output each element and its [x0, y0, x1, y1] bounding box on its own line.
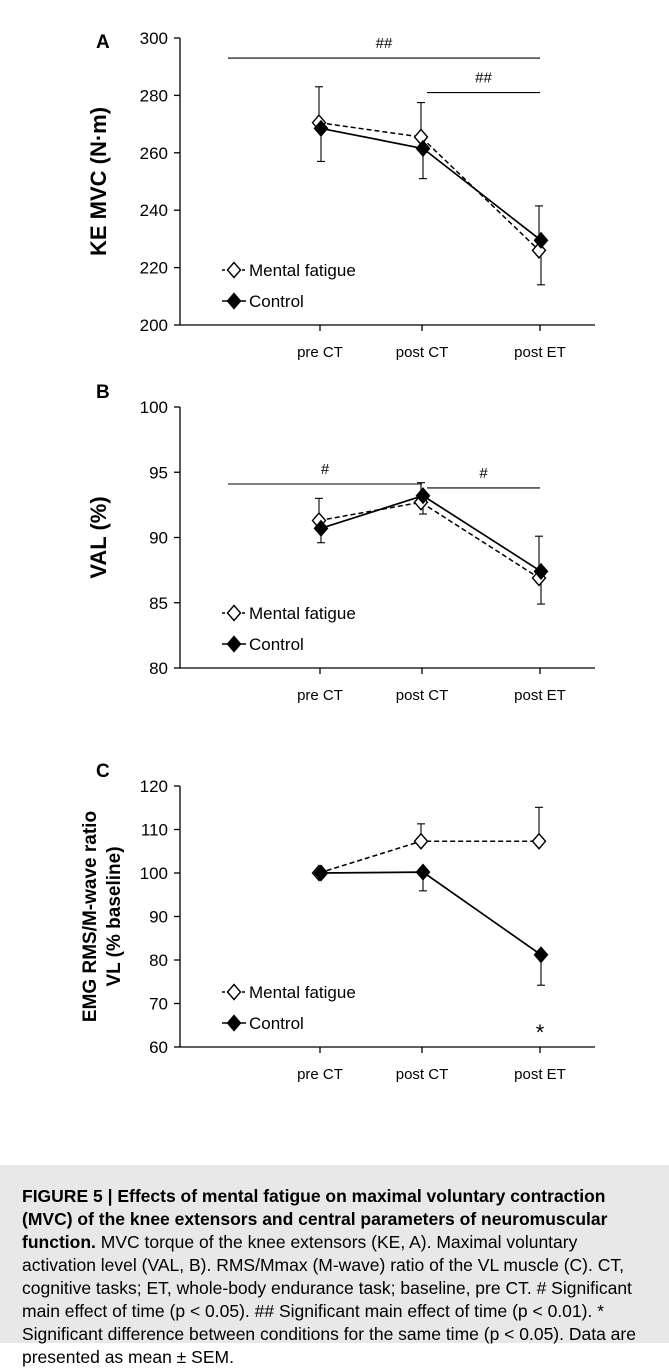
y-tick-label: 95: [149, 463, 168, 482]
legend-label: Control: [249, 292, 304, 311]
x-tick-label: pre CT: [297, 1066, 343, 1083]
data-point: [533, 946, 549, 964]
y-tick-label: 110: [141, 821, 168, 840]
significance-label: ##: [475, 70, 492, 87]
figure-caption: FIGURE 5 | Effects of mental fatigue on …: [0, 1165, 669, 1367]
y-tick-label: 85: [149, 594, 168, 613]
y-tick-label: 90: [149, 529, 168, 548]
figure-5: A KE MVC (N·m) 200 220 240 260 280 300 pre CT pos…: [80, 29, 595, 1083]
y-tick-label: 100: [140, 398, 168, 417]
significance-label: #: [479, 465, 488, 482]
x-tick-label: pre CT: [297, 344, 343, 361]
series-line-mental-fatigue: [318, 501, 540, 579]
y-tick-label: 220: [140, 259, 168, 278]
caption-title: FIGURE 5 | Effects of mental fatigue on …: [22, 1186, 608, 1252]
data-point: [313, 864, 329, 882]
x-tick-label: post ET: [514, 1066, 566, 1083]
y-tick-label: 260: [140, 144, 168, 163]
legend-label: Mental fatigue: [249, 604, 356, 623]
series-line-mental-fatigue: [318, 840, 539, 874]
y-tick-label: 100: [140, 864, 168, 883]
y-tick-label: 300: [140, 29, 168, 48]
legend-marker: [226, 261, 242, 279]
chart-panel-a: A KE MVC (N·m) 200 220 240 260 280 300 pre CT pos…: [86, 29, 595, 361]
significance-label: *: [536, 1020, 545, 1045]
legend-label: Control: [249, 635, 304, 654]
y-tick-label: 80: [149, 951, 168, 970]
panel-label: A: [96, 32, 110, 53]
y-tick-label: 280: [140, 86, 168, 105]
data-point: [531, 832, 547, 850]
data-point: [415, 487, 431, 505]
y-axis-label-line2: VL (% baseline): [104, 846, 125, 986]
panel-label: B: [96, 382, 110, 403]
significance-label: #: [321, 461, 330, 478]
legend-label: Mental fatigue: [249, 261, 356, 280]
x-tick-label: post CT: [396, 344, 449, 361]
legend-marker: [226, 1014, 242, 1032]
legend-marker: [226, 292, 242, 310]
data-point: [313, 119, 329, 137]
y-tick-label: 60: [149, 1038, 168, 1057]
x-tick-label: post ET: [514, 344, 566, 361]
y-tick-label: 90: [149, 908, 168, 927]
data-point: [415, 863, 431, 881]
legend-marker: [226, 983, 242, 1001]
series-line-control: [320, 871, 542, 956]
series-line-control: [320, 127, 542, 242]
y-tick-label: 240: [140, 201, 168, 220]
data-point: [313, 519, 329, 537]
y-axis-label: KE MVC (N·m): [86, 107, 111, 256]
data-point: [533, 231, 549, 249]
chart-panel-b: B VAL (%) 80 85 90 95 100 pre CT post CT post ET #…: [86, 382, 595, 704]
y-axis-label: VAL (%): [86, 496, 111, 578]
legend-label: Control: [249, 1014, 304, 1033]
y-tick-label: 200: [140, 316, 168, 335]
y-tick-label: 120: [140, 777, 168, 796]
chart-panel-c: C EMG RMS/M-wave ratio VL (% baseline) 60 70…: [80, 761, 595, 1083]
caption-body: MVC torque of the knee extensors (KE, A)…: [22, 1232, 636, 1367]
legend-marker: [226, 604, 242, 622]
series-line-mental-fatigue: [318, 121, 540, 251]
legend-label: Mental fatigue: [249, 983, 356, 1002]
data-point: [413, 832, 429, 850]
y-tick-label: 80: [149, 659, 168, 678]
x-tick-label: post CT: [396, 687, 449, 704]
significance-label: ##: [376, 35, 393, 52]
legend-marker: [226, 635, 242, 653]
series-line-control: [320, 494, 542, 573]
data-point: [415, 139, 431, 158]
x-tick-label: pre CT: [297, 687, 343, 704]
x-tick-label: post CT: [396, 1066, 449, 1083]
y-axis-label-line1: EMG RMS/M-wave ratio: [80, 811, 101, 1022]
panel-label: C: [96, 761, 110, 782]
y-tick-label: 70: [149, 995, 168, 1014]
x-tick-label: post ET: [514, 687, 566, 704]
data-point: [533, 562, 549, 580]
